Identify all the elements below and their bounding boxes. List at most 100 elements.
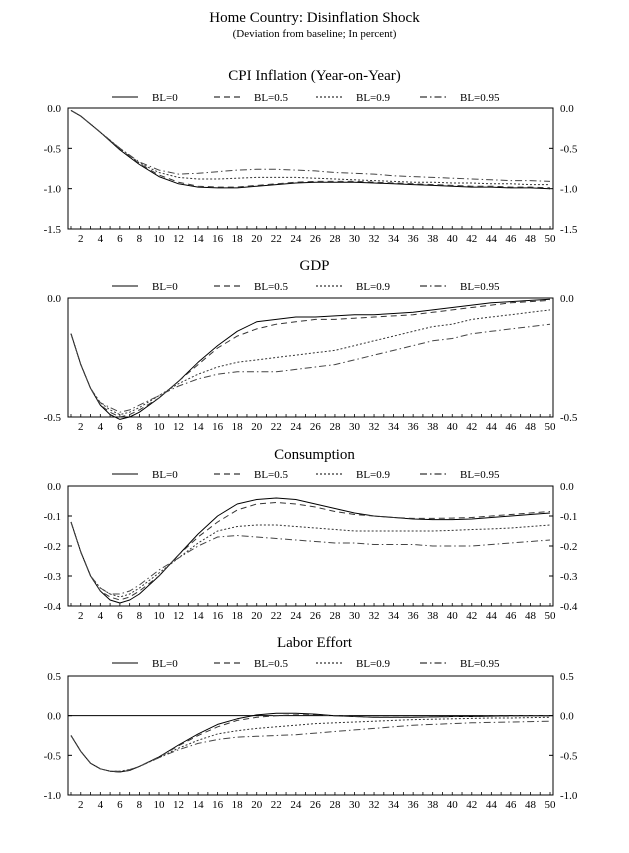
x-tick-label: 8 [137, 799, 143, 811]
legend-entry-bl0: BL=0 [112, 658, 178, 670]
y-tick-label-right: -1.5 [560, 224, 578, 236]
x-tick-label: 50 [545, 421, 557, 433]
panel-title-cpi-inflation: CPI Inflation (Year-on-Year) [228, 68, 400, 84]
x-tick-label: 10 [153, 233, 165, 245]
x-tick-label: 32 [369, 233, 380, 245]
legend-label: BL=0.5 [254, 658, 289, 670]
y-tick-label-left: -0.1 [44, 511, 61, 523]
x-tick-label: 14 [193, 799, 205, 811]
figure-title: Home Country: Disinflation Shock [209, 10, 420, 26]
legend-label: BL=0 [152, 92, 178, 104]
x-tick-label: 50 [545, 233, 557, 245]
x-tick-label: 4 [98, 799, 104, 811]
x-tick-label: 20 [251, 610, 263, 622]
x-tick-label: 42 [466, 610, 477, 622]
series-line-bl05 [70, 502, 551, 601]
x-tick-label: 42 [466, 799, 477, 811]
x-tick-label: 42 [466, 421, 477, 433]
legend-entry-bl0: BL=0 [112, 92, 178, 104]
series-line-bl0 [70, 298, 551, 420]
x-tick-label: 48 [525, 233, 537, 245]
legend-entry-bl05: BL=0.5 [214, 92, 289, 104]
x-tick-label: 46 [505, 799, 517, 811]
x-tick-label: 22 [271, 421, 282, 433]
x-tick-label: 24 [290, 610, 302, 622]
y-tick-label-right: -0.5 [560, 412, 578, 424]
x-tick-label: 6 [117, 610, 123, 622]
x-tick-label: 44 [486, 233, 498, 245]
x-tick-label: 30 [349, 233, 361, 245]
x-tick-label: 12 [173, 233, 184, 245]
x-tick-label: 8 [137, 421, 143, 433]
legend-label: BL=0.5 [254, 469, 289, 481]
x-tick-label: 36 [408, 610, 420, 622]
legend-entry-bl095: BL=0.95 [420, 92, 500, 104]
x-tick-label: 46 [505, 233, 517, 245]
legend-label: BL=0 [152, 281, 178, 293]
x-tick-label: 38 [427, 799, 439, 811]
y-tick-label-left: -1.5 [44, 224, 62, 236]
y-tick-label-left: -0.5 [44, 143, 62, 155]
x-tick-label: 14 [193, 610, 205, 622]
x-tick-label: 18 [232, 233, 244, 245]
x-tick-label: 48 [525, 799, 537, 811]
legend-label: BL=0.95 [460, 469, 500, 481]
legend-label: BL=0.9 [356, 658, 391, 670]
x-tick-label: 18 [232, 421, 244, 433]
x-tick-label: 24 [290, 799, 302, 811]
y-tick-label-right: 0.0 [560, 293, 574, 305]
x-tick-label: 30 [349, 799, 361, 811]
y-tick-label-right: -0.4 [560, 601, 578, 613]
x-tick-label: 12 [173, 610, 184, 622]
x-tick-label: 26 [310, 799, 322, 811]
panel-cpi-inflation: CPI Inflation (Year-on-Year) BL=0 BL=0.5 BL… [44, 68, 578, 245]
y-tick-label-left: 0.0 [47, 711, 61, 723]
x-tick-label: 18 [232, 610, 244, 622]
y-tick-label-right: 0.0 [560, 711, 574, 723]
x-tick-label: 50 [545, 799, 557, 811]
x-tick-label: 2 [78, 799, 84, 811]
panel-consumption: Consumption BL=0 BL=0.5 BL=0.9 BL=0.95 0.0 0.0… [44, 447, 578, 622]
legend-entry-bl095: BL=0.95 [420, 281, 500, 293]
x-tick-label: 48 [525, 610, 537, 622]
y-tick-label-left: 0.0 [47, 103, 61, 115]
x-tick-label: 6 [117, 799, 123, 811]
x-tick-label: 24 [290, 233, 302, 245]
series-line-bl09 [70, 109, 550, 186]
legend-entry-bl05: BL=0.5 [214, 469, 289, 481]
x-tick-label: 14 [193, 233, 205, 245]
legend-label: BL=0.9 [356, 469, 391, 481]
series-line-bl095 [70, 720, 551, 772]
y-tick-label-left: -1.0 [44, 790, 62, 802]
x-tick-label: 6 [117, 233, 123, 245]
x-tick-label: 38 [427, 610, 439, 622]
series-line-bl095 [70, 109, 551, 182]
x-tick-label: 4 [98, 610, 104, 622]
x-tick-label: 4 [98, 233, 104, 245]
x-tick-label: 34 [388, 610, 400, 622]
y-tick-label-left: -0.5 [44, 412, 62, 424]
x-tick-label: 40 [447, 610, 459, 622]
x-tick-label: 10 [153, 610, 165, 622]
legend-entry-bl09: BL=0.9 [316, 92, 391, 104]
figure-subtitle: (Deviation from baseline; In percent) [232, 28, 397, 40]
legend-entry-bl09: BL=0.9 [316, 658, 391, 670]
y-tick-label-left: -0.5 [44, 750, 62, 762]
y-tick-label-left: -0.3 [44, 571, 62, 583]
x-tick-label: 12 [173, 799, 184, 811]
x-tick-label: 10 [153, 799, 165, 811]
legend-entry-bl05: BL=0.5 [214, 281, 289, 293]
x-tick-label: 6 [117, 421, 123, 433]
x-tick-label: 36 [408, 233, 420, 245]
legend-entry-bl095: BL=0.95 [420, 658, 500, 670]
legend-label: BL=0 [152, 469, 178, 481]
x-tick-label: 36 [408, 799, 420, 811]
x-tick-label: 4 [98, 421, 104, 433]
x-tick-label: 36 [408, 421, 420, 433]
x-tick-label: 30 [349, 610, 361, 622]
legend-entry-bl09: BL=0.9 [316, 281, 391, 293]
panel-gdp: GDP BL=0 BL=0.5 BL=0.9 BL=0.95 0.0 0.0 -0.5 -0.5… [44, 258, 578, 433]
series-line-bl0 [70, 109, 551, 190]
y-tick-label-left: -0.4 [44, 601, 62, 613]
